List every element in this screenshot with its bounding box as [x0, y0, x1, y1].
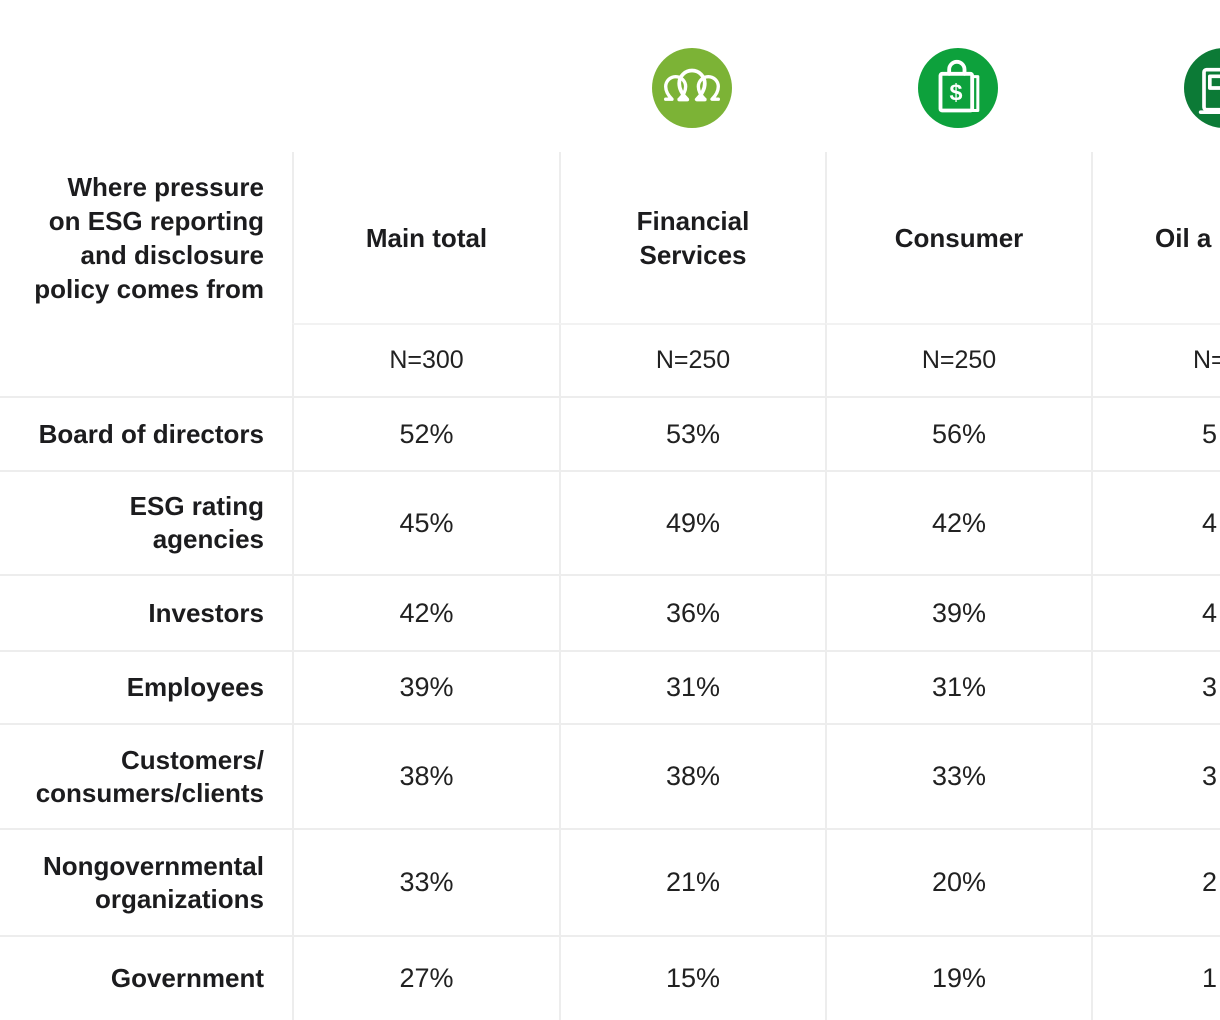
value-cell: 15%	[559, 937, 825, 1020]
shopping-bag-dollar-icon: $	[918, 48, 998, 128]
table-row: ESG rating agencies 45% 49% 42% 4	[0, 470, 1220, 574]
table-row: Customers/ consumers/clients 38% 38% 33% 3	[0, 723, 1220, 828]
value-cell: 2	[1091, 830, 1220, 935]
column-header: Main total	[292, 152, 559, 323]
data-table: Where pressure on ESG reporting and disc…	[0, 152, 1220, 1020]
people-group-icon	[652, 48, 732, 128]
column-header: Oil a	[1091, 152, 1220, 323]
value-cell: 56%	[825, 398, 1091, 470]
table-header-row: Where pressure on ESG reporting and disc…	[0, 152, 1220, 323]
value-cell: 36%	[559, 576, 825, 650]
table-row: Government 27% 15% 19% 1	[0, 935, 1220, 1020]
value-cell: 39%	[292, 652, 559, 723]
table-row: Nongovernmental organizations 33% 21% 20% 2	[0, 828, 1220, 935]
row-label: Board of directors	[38, 418, 264, 449]
row-label: ESG rating agencies	[129, 491, 264, 554]
value-cell: 42%	[292, 576, 559, 650]
value-cell: 3	[1091, 725, 1220, 828]
row-label: Nongovernmental organizations	[42, 850, 264, 914]
gas-pump-icon	[1184, 48, 1220, 128]
sample-size: N=250	[559, 323, 825, 396]
svg-text:$: $	[950, 80, 963, 106]
value-cell: 42%	[825, 472, 1091, 574]
value-cell: 53%	[559, 398, 825, 470]
value-cell: 39%	[825, 576, 1091, 650]
value-cell: 31%	[559, 652, 825, 723]
column-header: Consumer	[825, 152, 1091, 323]
value-cell: 33%	[825, 725, 1091, 828]
value-cell: 19%	[825, 937, 1091, 1020]
table-row: Employees 39% 31% 31% 3	[0, 650, 1220, 723]
row-label: Investors	[148, 597, 264, 628]
sample-size: N=300	[292, 323, 559, 396]
value-cell: 3	[1091, 652, 1220, 723]
value-cell: 1	[1091, 937, 1220, 1020]
value-cell: 4	[1091, 472, 1220, 574]
value-cell: 21%	[559, 830, 825, 935]
value-cell: 5	[1091, 398, 1220, 470]
value-cell: 4	[1091, 576, 1220, 650]
sample-size: N=	[1091, 323, 1220, 396]
row-dimension-title: Where pressure on ESG reporting and disc…	[34, 171, 264, 304]
value-cell: 45%	[292, 472, 559, 574]
table-row: Board of directors 52% 53% 56% 5	[0, 396, 1220, 470]
sample-size-row-label	[0, 323, 292, 396]
row-label: Government	[110, 963, 264, 993]
sample-size: N=250	[825, 323, 1091, 396]
value-cell: 49%	[559, 472, 825, 574]
value-cell: 31%	[825, 652, 1091, 723]
column-header: Financial Services	[559, 152, 825, 323]
value-cell: 38%	[292, 725, 559, 828]
table-row: Investors 42% 36% 39% 4	[0, 574, 1220, 650]
value-cell: 38%	[559, 725, 825, 828]
value-cell: 20%	[825, 830, 1091, 935]
value-cell: 33%	[292, 830, 559, 935]
value-cell: 52%	[292, 398, 559, 470]
row-label: Customers/ consumers/clients	[35, 744, 264, 808]
value-cell: 27%	[292, 937, 559, 1020]
row-label: Employees	[126, 672, 264, 702]
